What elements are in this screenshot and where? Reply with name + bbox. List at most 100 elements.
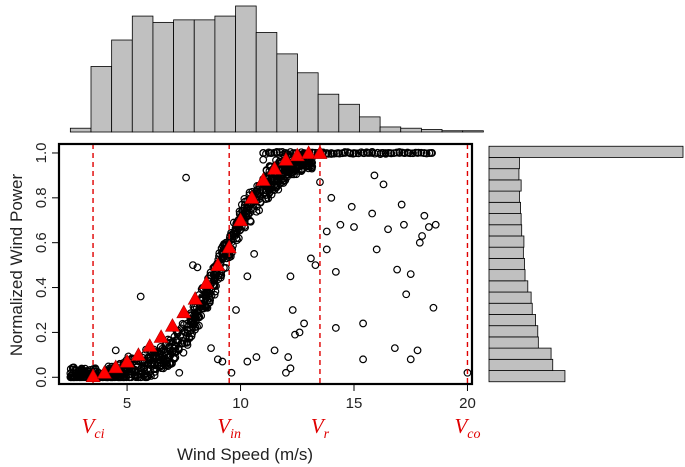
binned-mean-triangle	[153, 329, 169, 343]
data-point	[243, 272, 252, 281]
data-point	[431, 220, 440, 229]
data-point	[212, 282, 220, 290]
binned-mean-triangle	[85, 368, 101, 383]
data-point	[411, 148, 420, 157]
data-point	[400, 220, 408, 229]
data-point	[292, 170, 301, 179]
data-point	[359, 319, 367, 328]
data-point	[406, 149, 415, 158]
y-tick-label: 0.8	[33, 187, 50, 208]
top-histogram-bar	[379, 126, 402, 133]
data-point	[322, 227, 331, 236]
data-point	[227, 368, 236, 377]
y-tick-label: 0.6	[33, 232, 50, 253]
data-point	[406, 355, 415, 364]
data-point	[193, 311, 202, 319]
data-point	[218, 253, 227, 262]
data-point	[170, 332, 179, 341]
data-point	[182, 173, 190, 182]
right-histogram-bar	[488, 336, 539, 349]
data-point	[414, 148, 423, 157]
data-point	[243, 357, 252, 366]
data-point	[330, 149, 338, 158]
data-point	[402, 290, 411, 299]
binned-mean-triangle	[130, 347, 146, 361]
right-histogram-bar	[488, 201, 521, 214]
binned-mean-triangle	[233, 212, 249, 227]
data-point	[288, 306, 297, 314]
data-point	[240, 201, 249, 210]
data-point	[422, 149, 431, 158]
data-point	[393, 265, 402, 274]
right-histogram-bar	[488, 190, 520, 203]
top-histogram-bar	[276, 53, 298, 133]
data-point	[331, 324, 340, 332]
data-point	[183, 325, 191, 334]
data-point	[259, 155, 268, 164]
data-point	[347, 202, 356, 211]
data-point	[275, 148, 284, 156]
y-tick-label: 1.0	[33, 143, 50, 164]
data-point	[168, 359, 176, 368]
data-point	[300, 319, 308, 328]
binned-mean-triangle	[108, 359, 124, 374]
data-point	[91, 364, 100, 373]
data-point	[324, 149, 333, 158]
data-point	[332, 149, 341, 158]
x-tick-label: 10	[232, 395, 249, 412]
data-point	[322, 245, 331, 254]
right-histogram-bar	[488, 269, 526, 282]
data-point	[205, 298, 214, 307]
data-point	[170, 354, 179, 363]
top-histogram-bar	[193, 19, 216, 133]
data-point	[111, 346, 120, 355]
data-point	[244, 209, 253, 218]
data-point	[252, 353, 261, 361]
top-histogram-bar	[214, 15, 236, 133]
data-point	[272, 156, 280, 165]
data-point	[246, 216, 255, 225]
data-point	[420, 211, 429, 220]
right-histogram-bar	[488, 168, 520, 181]
data-point	[136, 292, 145, 301]
data-point	[384, 149, 393, 157]
data-point	[143, 371, 151, 380]
data-point	[282, 368, 290, 377]
binned-mean-triangle	[221, 239, 237, 254]
data-point	[165, 359, 174, 368]
y-tick-label: 0.2	[33, 322, 50, 343]
data-point	[306, 254, 315, 263]
reference-line-label: Vco	[454, 414, 480, 442]
binned-mean-triangle	[164, 318, 180, 332]
y-tick-label: 0.0	[33, 367, 50, 388]
binned-mean-triangle	[187, 291, 203, 305]
data-point	[267, 149, 276, 158]
x-axis-label: Wind Speed (m/s)	[177, 445, 313, 464]
data-point	[349, 149, 357, 158]
data-point	[311, 261, 320, 270]
data-point	[218, 249, 227, 258]
data-point	[155, 353, 164, 361]
data-point	[178, 319, 187, 328]
top-histogram-bar	[69, 127, 92, 133]
right-histogram-bar	[488, 157, 520, 170]
binned-mean-triangle	[289, 147, 305, 162]
top-histogram-bar	[441, 130, 464, 133]
right-histogram-bar	[488, 235, 525, 248]
top-histogram-bar	[152, 21, 174, 133]
right-histogram-bar	[488, 213, 522, 226]
binned-mean-triangle	[312, 145, 328, 159]
data-point	[184, 326, 192, 335]
data-point	[372, 245, 381, 254]
data-point	[341, 148, 349, 156]
data-point	[335, 149, 344, 158]
binned-mean-triangle	[142, 338, 158, 352]
data-point	[429, 303, 438, 312]
data-point	[331, 267, 340, 276]
data-point	[255, 206, 264, 215]
data-point	[150, 365, 159, 373]
data-point	[206, 271, 214, 280]
data-point	[250, 250, 259, 258]
data-point	[267, 183, 276, 192]
binned-mean-triangle	[301, 145, 317, 159]
